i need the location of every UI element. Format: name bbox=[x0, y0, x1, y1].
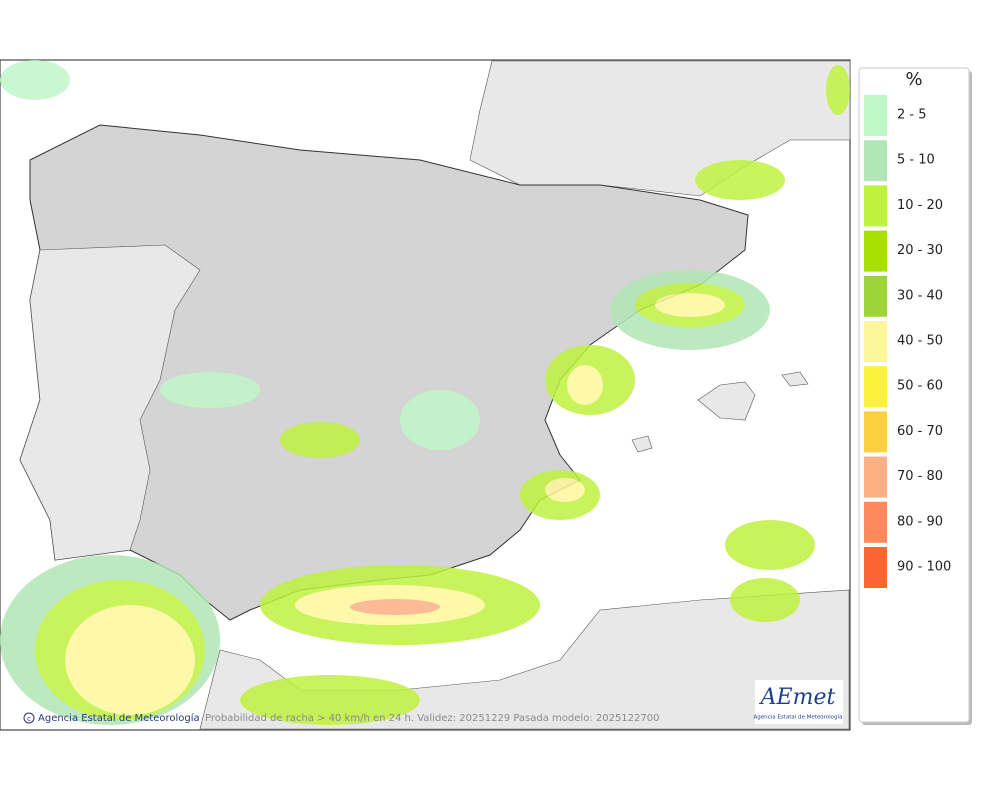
legend-swatch bbox=[864, 275, 887, 317]
legend-label: 30 - 40 bbox=[897, 288, 943, 303]
legend-label: 60 - 70 bbox=[897, 424, 943, 439]
logo-subtitle: Agencia Estatal de Meteorología bbox=[754, 714, 843, 721]
probability-areas bbox=[0, 60, 850, 725]
legend-swatch bbox=[864, 321, 887, 362]
svg-text:c: c bbox=[27, 715, 31, 723]
legend-label: 90 - 100 bbox=[897, 560, 951, 575]
legend-label: 40 - 50 bbox=[897, 334, 943, 349]
legend-label: 5 - 10 bbox=[897, 153, 935, 168]
balearics bbox=[697, 381, 756, 421]
legend-label: 20 - 30 bbox=[897, 243, 943, 258]
legend-swatch bbox=[864, 456, 887, 498]
logo: AEmet Agencia Estatal de Meteorología bbox=[754, 680, 843, 724]
copyright: Agencia Estatal de Meteorología bbox=[38, 712, 200, 724]
legend-swatch bbox=[864, 366, 887, 408]
legend-label: 10 - 20 bbox=[897, 198, 943, 213]
ibiza bbox=[631, 435, 653, 453]
legend-label: 50 - 60 bbox=[897, 379, 943, 394]
caption: Probabilidad de racha > 40 km/h en 24 h.… bbox=[205, 713, 659, 724]
legend: % 2 - 5 5 - 10 10 - 20 20 - 30 30 - 40 40 - 5… bbox=[858, 67, 972, 725]
legend-label: 2 - 5 bbox=[897, 108, 927, 123]
legend-swatch bbox=[864, 501, 887, 543]
legend-label: 70 - 80 bbox=[897, 469, 943, 484]
legend-swatch bbox=[864, 140, 887, 182]
menorca bbox=[781, 371, 809, 387]
legend-swatch bbox=[864, 230, 887, 272]
legend-label: 80 - 90 bbox=[897, 514, 943, 529]
map: c Agencia Estatal de Meteorología Probab… bbox=[0, 59, 851, 731]
portugal bbox=[19, 244, 201, 561]
legend-swatch bbox=[864, 547, 887, 588]
copyright-icon: c bbox=[23, 712, 35, 724]
legend-swatch bbox=[864, 95, 887, 136]
legend-swatch bbox=[864, 411, 887, 453]
legend-swatch bbox=[864, 185, 887, 227]
logo-name: AEmet bbox=[759, 685, 836, 710]
legend-unit: % bbox=[905, 69, 922, 90]
france bbox=[469, 60, 851, 197]
